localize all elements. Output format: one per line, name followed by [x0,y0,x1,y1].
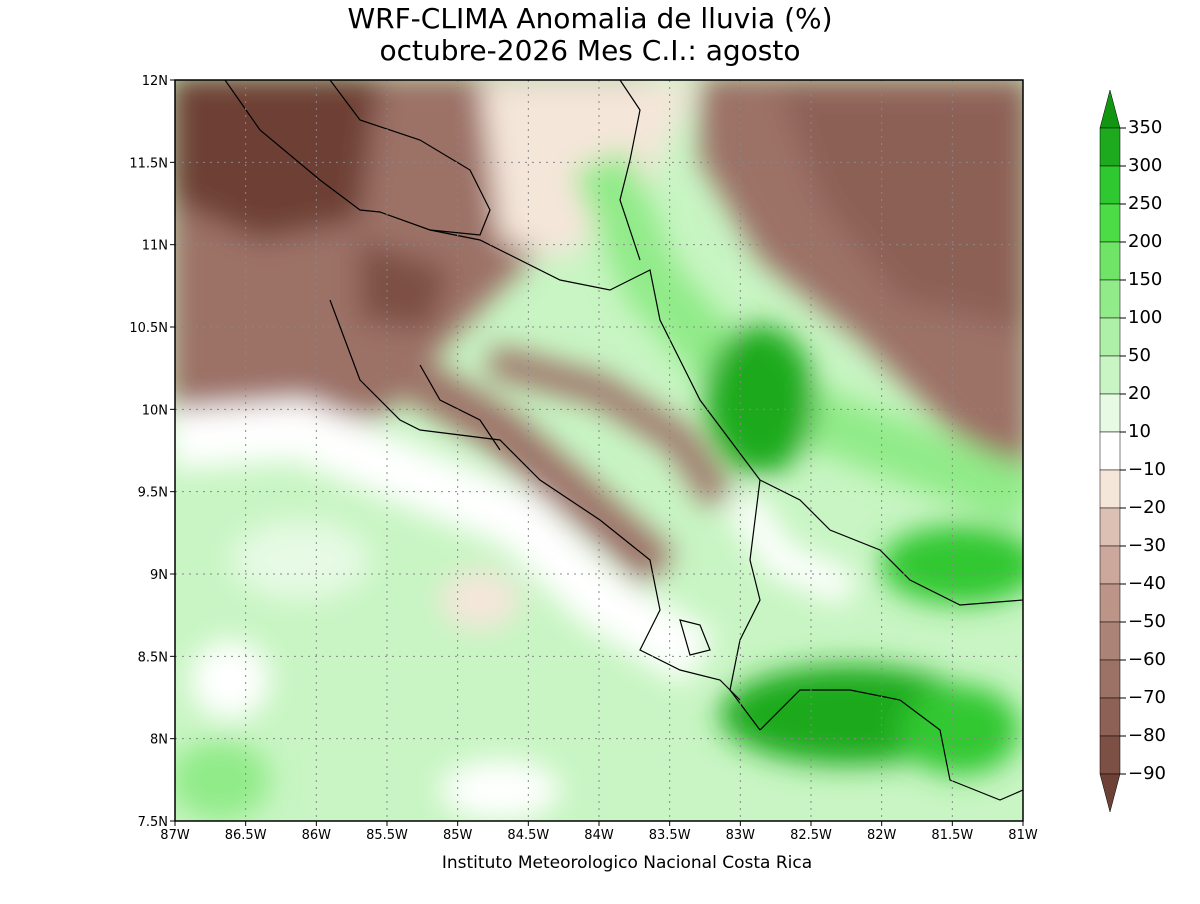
subtitle: octubre-2026 Mes C.I.: agosto [380,34,801,67]
colorbar-swatch [1099,621,1121,661]
colorbar-arrow [1099,773,1121,813]
y-tick-label: 9.5N [138,486,168,501]
colorbar-label: −20 [1128,497,1166,518]
colorbar-label: 10 [1128,421,1151,442]
colorbar-swatch [1099,507,1121,547]
x-tick-label: 85W [443,828,473,843]
colorbar-swatch [1099,203,1121,243]
colorbar-label: −70 [1128,687,1166,708]
colorbar-swatch [1099,279,1121,319]
colorbar-label: −90 [1128,763,1166,784]
x-tick-label: 87W [160,828,190,843]
y-tick-label: 11N [142,239,168,254]
x-tick-label: 82W [867,828,897,843]
colorbar-swatch [1099,355,1121,395]
colorbar-label: 100 [1128,307,1162,328]
y-tick-label: 7.5N [138,815,168,830]
credit: Instituto Meteorologico Nacional Costa R… [442,853,812,873]
y-tick-label: 12N [142,74,168,89]
colorbar-swatch [1099,583,1121,623]
colorbar-label: 200 [1128,231,1162,252]
colorbar-swatch [1099,659,1121,699]
colorbar: 350 300 250 200 150 100 50 20 10 −10 −20 −30 −40 −50 −… [1099,89,1166,813]
graticule [175,80,1023,821]
y-tick-label: 9N [150,568,168,583]
colorbar-swatch [1099,697,1121,737]
colorbar-swatch [1099,431,1121,471]
colorbar-swatch [1099,393,1121,433]
colorbar-label: −60 [1128,649,1166,670]
colorbar-label: 150 [1128,269,1162,290]
colorbar-label: 350 [1128,117,1162,138]
colorbar-swatch [1099,317,1121,357]
title: WRF-CLIMA Anomalia de lluvia (%) [347,2,832,35]
colorbar-label: −30 [1128,535,1166,556]
x-tick-label: 84.5W [507,828,549,843]
colorbar-label: −40 [1128,573,1166,594]
colorbar-swatch [1099,469,1121,509]
colorbar-label: −80 [1128,725,1166,746]
colorbar-label: 50 [1128,345,1151,366]
colorbar-label: −10 [1128,459,1166,480]
colorbar-swatch [1099,241,1121,281]
colorbar-swatch [1099,127,1121,167]
anomaly-field [175,80,1023,821]
y-tick-label: 8.5N [138,650,168,665]
colorbar-label: 20 [1128,383,1151,404]
y-tick-label: 8N [150,733,168,748]
x-tick-label: 85.5W [366,828,408,843]
y-tick-label: 10.5N [129,321,168,336]
x-tick-label: 81W [1008,828,1038,843]
colorbar-label: 250 [1128,193,1162,214]
x-tick-label: 83W [726,828,756,843]
colorbar-swatch [1099,165,1121,205]
y-tick-label: 10N [142,403,168,418]
x-tick-label: 83.5W [649,828,691,843]
x-tick-label: 81.5W [931,828,973,843]
x-tick-label: 82.5W [790,828,832,843]
colorbar-swatch [1099,735,1121,775]
y-tick-label: 11.5N [129,156,168,171]
x-tick-label: 84W [584,828,614,843]
x-tick-label: 86W [302,828,332,843]
colorbar-arrow [1099,89,1121,129]
colorbar-label: −50 [1128,611,1166,632]
colorbar-swatch [1099,545,1121,585]
x-tick-label: 86.5W [225,828,267,843]
colorbar-label: 300 [1128,155,1162,176]
